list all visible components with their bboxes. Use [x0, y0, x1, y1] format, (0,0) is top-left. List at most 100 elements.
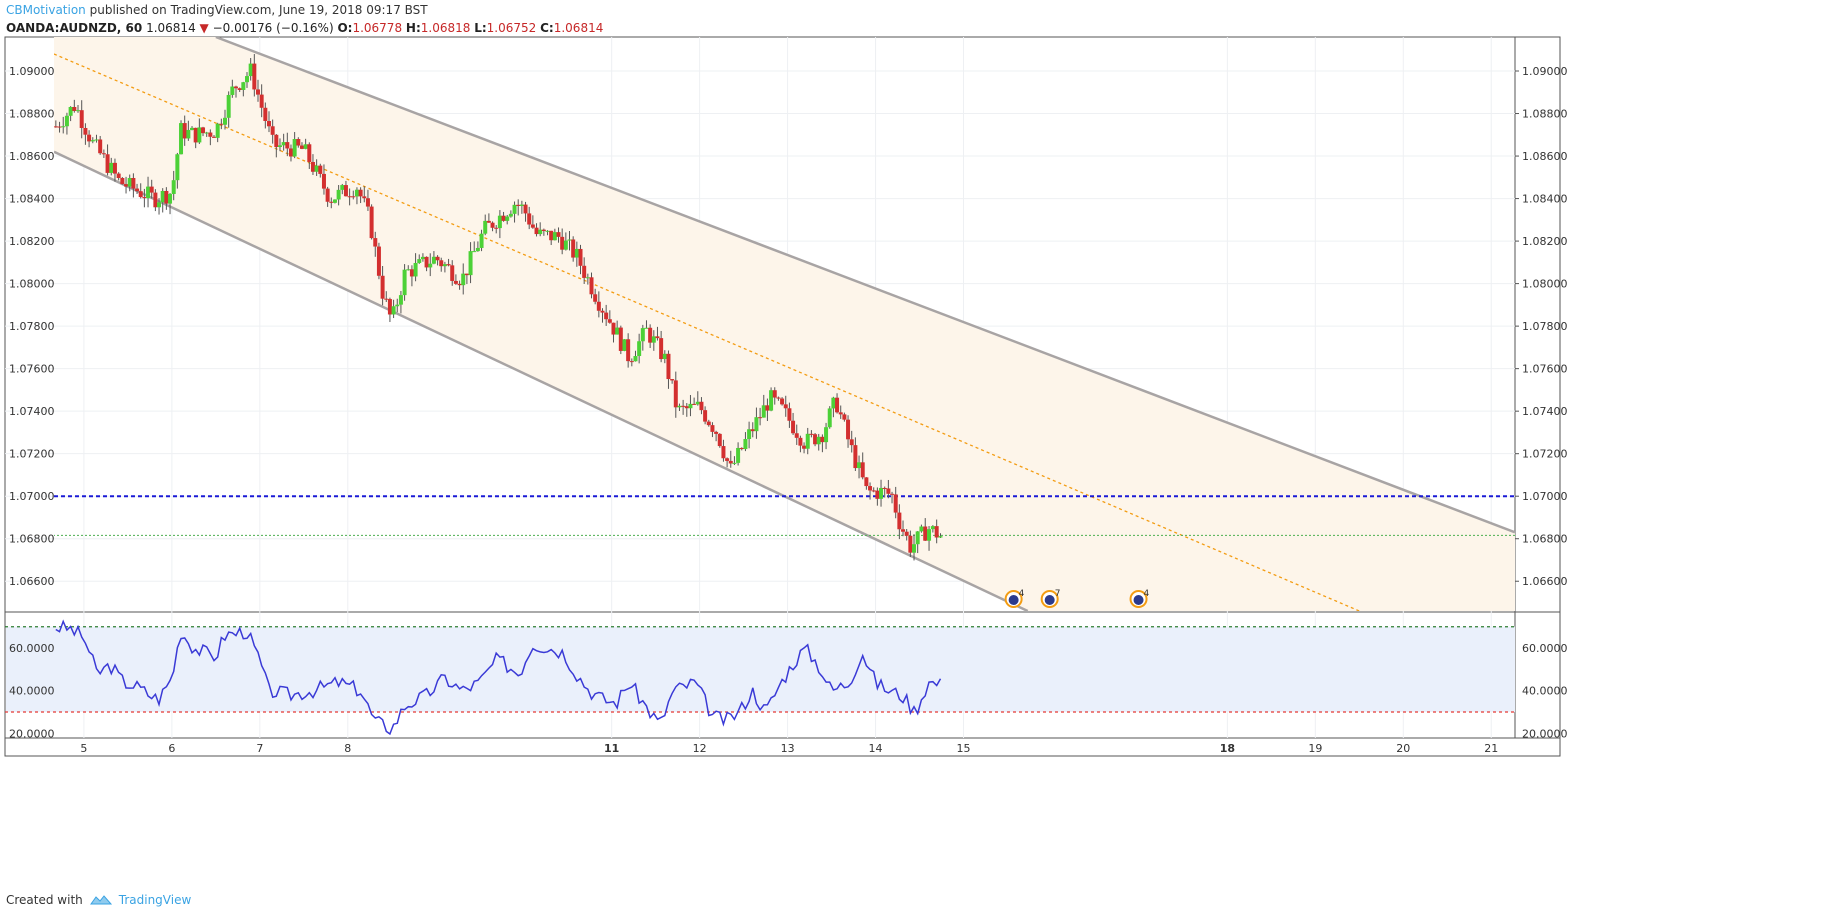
- candle-bear: [120, 178, 125, 185]
- candle-bear: [882, 487, 887, 489]
- price-pane[interactable]: [5, 0, 1515, 841]
- candle-bear: [838, 412, 843, 415]
- candle-bull: [146, 186, 151, 199]
- event-count-label: 4: [1144, 589, 1150, 599]
- footer: Created with TradingView: [6, 893, 191, 907]
- candle-bear: [486, 220, 491, 223]
- candle-bear: [153, 192, 158, 208]
- candle-bull: [519, 204, 524, 206]
- candle-bull: [398, 295, 403, 305]
- candle-bear: [875, 490, 880, 499]
- candle-bull: [805, 433, 810, 449]
- candle-bear: [681, 405, 686, 407]
- candle-bear: [750, 429, 755, 432]
- candle-bull: [292, 139, 297, 157]
- candle-bull: [171, 180, 176, 194]
- candle-bear: [212, 136, 217, 138]
- candle-bull: [915, 531, 920, 545]
- candle-bear: [201, 127, 206, 134]
- candle-bear: [626, 339, 631, 362]
- candle-bull: [475, 247, 480, 252]
- rsi-tick-label-right: 60.0000: [1522, 642, 1568, 655]
- candle-bull: [160, 190, 165, 203]
- candle-bear: [387, 299, 392, 315]
- candle-bear: [780, 398, 785, 405]
- candle-bear: [842, 414, 847, 420]
- candle-bull: [743, 439, 748, 450]
- price-tick-label-right: 1.07200: [1522, 448, 1568, 461]
- candle-bear: [593, 294, 598, 302]
- candle-bull: [879, 487, 884, 499]
- price-tick-label-left: 1.07600: [9, 363, 55, 376]
- candle-bear: [648, 327, 653, 343]
- candle-bear: [765, 405, 770, 411]
- open-value: 1.06778: [352, 21, 403, 35]
- candle-bear: [908, 535, 913, 553]
- candle-bear: [809, 433, 814, 435]
- rsi-line[interactable]: [55, 619, 942, 736]
- rsi-tick-label-left: 20.0000: [9, 727, 55, 740]
- candle-bear: [259, 94, 264, 108]
- candle-bear: [578, 248, 583, 266]
- candle-bear: [706, 421, 711, 426]
- candle-bear: [112, 162, 117, 174]
- candle-bull: [90, 140, 95, 142]
- tradingview-brand-link[interactable]: TradingView: [118, 893, 192, 907]
- candle-bear: [266, 120, 271, 127]
- candle-bear: [105, 154, 110, 173]
- candle-bear: [655, 336, 660, 339]
- candle-bear: [79, 110, 84, 128]
- candle-bull: [633, 356, 638, 362]
- event-flag-icon: [1044, 595, 1055, 605]
- candle-bear: [72, 106, 77, 111]
- candle-bear: [802, 445, 807, 449]
- candle-bull: [431, 256, 436, 264]
- price-tick-label-right: 1.07600: [1522, 363, 1568, 376]
- candle-bull: [248, 63, 253, 77]
- candle-bear: [450, 265, 455, 281]
- candle-bear: [721, 446, 726, 459]
- candle-bear: [714, 431, 719, 434]
- candle-bear: [618, 327, 623, 351]
- candle-bear: [325, 188, 330, 202]
- price-tick-label-left: 1.06800: [9, 533, 55, 546]
- candle-bear: [255, 89, 260, 95]
- time-tick-label: 15: [956, 742, 970, 755]
- candle-bear: [234, 86, 239, 89]
- symbol-info-bar: OANDA:AUDNZD, 60 1.06814 ▼ −0.00176 (−0.…: [6, 21, 603, 35]
- candle-bear: [846, 419, 851, 440]
- publish-header: CBMotivation published on TradingView.co…: [6, 3, 428, 17]
- candle-bear: [530, 224, 535, 228]
- candle-bull: [197, 127, 202, 143]
- candle-bear: [728, 460, 733, 464]
- candle-bear: [864, 477, 869, 487]
- candle-bear: [860, 462, 865, 478]
- candle-bear: [541, 229, 546, 232]
- author-name[interactable]: CBMotivation: [6, 3, 86, 17]
- candle-bull: [332, 199, 337, 203]
- candle-bull: [442, 264, 447, 267]
- price-tick-label-right: 1.08000: [1522, 278, 1568, 291]
- symbol-name[interactable]: OANDA:AUDNZD, 60: [6, 21, 143, 35]
- price-tick-label-left: 1.09000: [9, 65, 55, 78]
- time-tick-label: 12: [693, 742, 707, 755]
- candle-bull: [736, 447, 741, 463]
- candle-bull: [662, 353, 667, 360]
- candle-bear: [299, 145, 304, 149]
- candle-bull: [417, 259, 422, 263]
- candle-bear: [534, 227, 539, 235]
- time-tick-label: 21: [1484, 742, 1498, 755]
- candle-bear: [347, 196, 352, 198]
- candle-bear: [611, 322, 616, 335]
- candle-bear: [556, 232, 561, 237]
- candle-bear: [98, 139, 103, 154]
- candle-bear: [384, 298, 389, 300]
- candle-bull: [567, 239, 572, 241]
- candle-bear: [849, 439, 854, 446]
- price-tick-label-left: 1.07800: [9, 320, 55, 333]
- candle-bear: [853, 445, 858, 469]
- candle-bull: [406, 269, 411, 271]
- event-flag-icon: [1008, 595, 1019, 605]
- candle-bear: [318, 165, 323, 174]
